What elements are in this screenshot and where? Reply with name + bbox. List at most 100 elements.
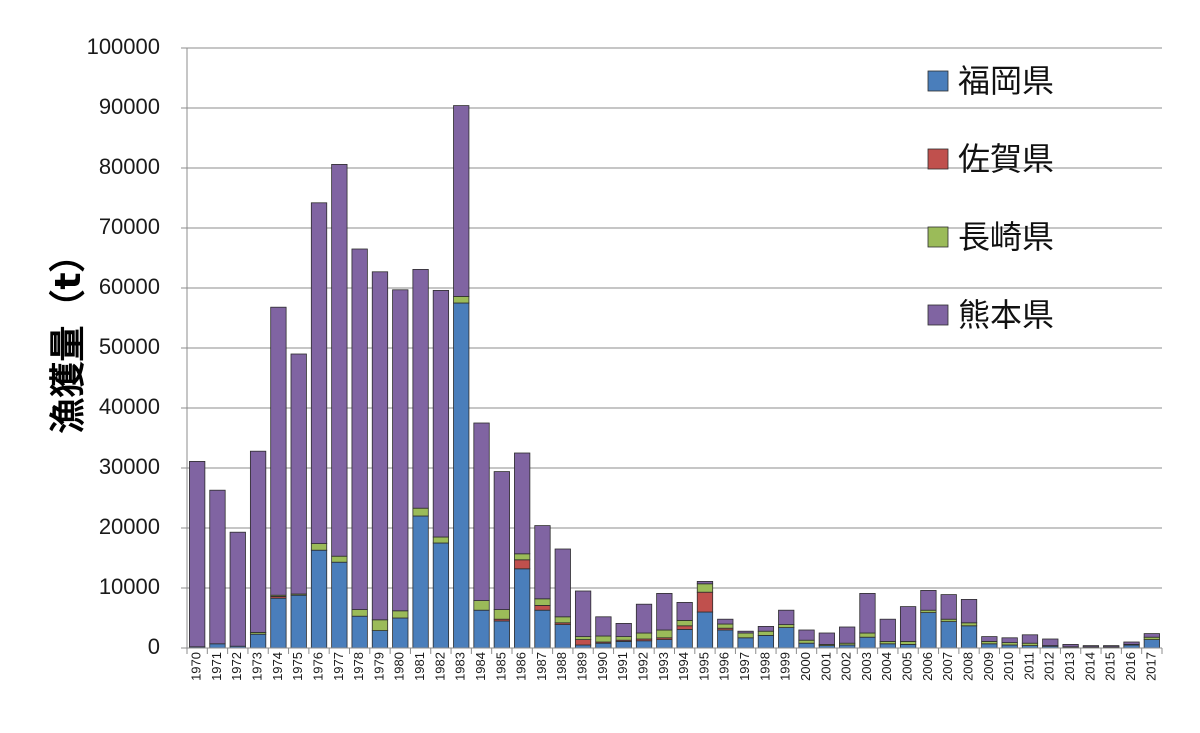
x-tick-label: 1972 (229, 652, 244, 681)
y-tick-label: 40000 (99, 394, 160, 419)
bar-segment (574, 639, 592, 646)
x-tick-label: 2001 (818, 652, 833, 681)
bar-segment (778, 624, 795, 628)
bar-segment (412, 507, 429, 517)
bar-segment (290, 594, 307, 649)
y-axis-ticks: 0 10000 20000 30000 40000 50000 60000 70000 8000… (87, 34, 160, 659)
x-tick-label: 2012 (1042, 652, 1057, 681)
bar-segment (412, 515, 429, 649)
x-tick-label: 1979 (371, 652, 386, 681)
bar-segment (839, 626, 856, 644)
bar-segment (310, 202, 328, 544)
bar-segment (473, 422, 490, 602)
legend-swatch (927, 70, 949, 92)
bar-segment (473, 600, 490, 611)
bar-segment (371, 630, 389, 649)
bar-segment (960, 625, 978, 649)
bar-segment (635, 603, 653, 634)
bar-segment (696, 583, 714, 593)
y-tick-label: 30000 (99, 454, 160, 479)
bar-segment (432, 536, 450, 544)
bar-segment (717, 623, 734, 629)
bar-segment (514, 452, 531, 555)
bar-segment (514, 568, 531, 649)
bar-segment (981, 636, 998, 642)
x-tick-label: 1988 (554, 652, 569, 681)
bar-segment (432, 542, 450, 649)
bar-segment (493, 620, 510, 649)
x-tick-label: 1977 (331, 652, 346, 681)
legend-swatch (927, 304, 949, 326)
bar-segment (209, 489, 226, 645)
bar-segment (595, 642, 612, 649)
bar-segment (757, 630, 775, 636)
bar-segment (270, 597, 287, 649)
bar-segment (656, 593, 673, 631)
bar-segment (595, 616, 612, 637)
bar-segment (453, 295, 470, 304)
bar-segment (1021, 634, 1039, 644)
x-tick-label: 2011 (1021, 652, 1036, 680)
bar-segment (696, 581, 714, 585)
y-axis-label: 漁獲量（t） (48, 236, 89, 433)
legend-label: 福岡県 (958, 62, 1054, 100)
bars (189, 105, 1160, 649)
bar-segment (696, 611, 714, 649)
x-axis-ticks: 1970 1971 1972 1973 1974 1975 1976 1977 1978 1979… (189, 652, 1159, 681)
x-tick-label: 2016 (1123, 652, 1138, 681)
bar-segment (229, 531, 246, 647)
bar-segment (493, 471, 510, 611)
x-tick-label: 1970 (189, 652, 204, 681)
x-tick-label: 1975 (290, 652, 305, 681)
bar-segment (290, 353, 307, 595)
bar-segment (392, 610, 409, 619)
bar-segment (778, 609, 795, 626)
bar-segment (189, 460, 206, 648)
bar-segment (960, 622, 978, 627)
bar-segment (351, 615, 368, 649)
x-tick-label: 2008 (960, 652, 975, 681)
bar-segment (676, 625, 693, 630)
bar-segment (1082, 645, 1100, 648)
bar-segment (1001, 637, 1018, 643)
y-tick-label: 50000 (99, 334, 160, 359)
bar-segment (818, 632, 835, 645)
bar-segment (554, 616, 571, 624)
bar-segment (676, 620, 693, 627)
x-tick-label: 1984 (473, 652, 488, 681)
bar-segment (331, 163, 348, 557)
y-tick-label: 70000 (99, 214, 160, 239)
y-tick-label: 10000 (99, 574, 160, 599)
x-tick-label: 1993 (656, 652, 671, 681)
bar-segment (717, 629, 734, 649)
bar-segment (351, 248, 368, 611)
bar-segment (371, 619, 389, 631)
bar-segment (920, 612, 937, 649)
legend-label: 熊本県 (958, 296, 1054, 334)
x-tick-label: 1990 (595, 652, 610, 681)
bar-segment (737, 630, 754, 634)
x-tick-label: 1985 (493, 652, 508, 681)
x-tick-label: 1996 (717, 652, 732, 681)
x-tick-label: 2000 (798, 652, 813, 681)
bar-segment (574, 590, 592, 637)
bar-segment (534, 525, 551, 600)
bar-segment (757, 635, 775, 649)
bar-segment (981, 643, 998, 649)
x-tick-label: 1989 (575, 652, 590, 681)
x-tick-label: 2009 (981, 652, 996, 681)
x-tick-label: 1982 (432, 652, 447, 681)
x-tick-label: 2014 (1082, 652, 1097, 681)
bar-segment (615, 623, 632, 638)
x-tick-label: 1997 (737, 652, 752, 681)
bar-segment (737, 637, 754, 649)
bar-segment (737, 632, 754, 639)
bar-segment (1103, 645, 1120, 648)
bar-segment (351, 609, 368, 617)
bar-segment (656, 629, 673, 639)
bar-segment (635, 640, 653, 649)
legend-swatch (927, 226, 949, 248)
bar-segment (432, 289, 450, 538)
gridlines (187, 47, 1162, 589)
